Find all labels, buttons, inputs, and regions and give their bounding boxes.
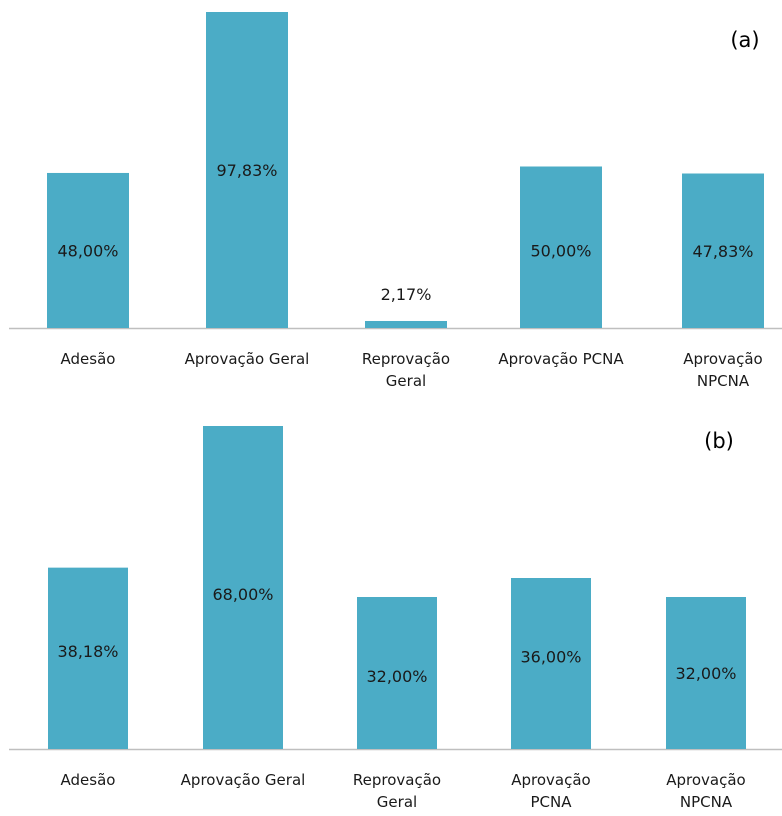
category-label-2: Aprovação Geral: [181, 771, 306, 789]
category-label-2: Aprovação Geral: [185, 350, 310, 368]
value-label-1: 38,18%: [57, 642, 118, 661]
bar-1: [47, 172, 129, 328]
bar-2: [203, 426, 283, 749]
panel-label-a: (a): [730, 28, 759, 52]
bar-3: [357, 597, 437, 749]
bar-4: [520, 166, 602, 328]
category-label-4: Aprovação PCNA: [511, 771, 590, 811]
value-label-4: 50,00%: [530, 241, 591, 260]
chart-panel-b: (b) 38,18% Adesão 68,00% Aprovação Geral 32,…: [9, 426, 782, 811]
bar-1: [48, 567, 128, 749]
value-label-4: 36,00%: [520, 648, 581, 667]
bar-5: [682, 173, 764, 328]
category-label-4: Aprovação PCNA: [498, 350, 624, 368]
category-label-3: Reprovação Geral: [362, 350, 450, 390]
bar-4: [511, 578, 591, 749]
panel-label-b: (b): [704, 429, 734, 453]
bar-3: [365, 320, 447, 328]
category-label-5: Aprovação NPCNA: [683, 350, 762, 390]
value-label-3: 2,17%: [381, 285, 432, 304]
value-label-2: 68,00%: [212, 585, 273, 604]
value-label-5: 32,00%: [675, 664, 736, 683]
chart-panel-a: (a) 48,00% Adesão 97,83% Aprovação Geral 2,1…: [9, 12, 782, 390]
category-label-3: Reprovação Geral: [353, 771, 441, 811]
category-label-1: Adesão: [61, 771, 116, 789]
value-label-1: 48,00%: [57, 241, 118, 260]
category-label-5: Aprovação NPCNA: [666, 771, 745, 811]
value-label-3: 32,00%: [366, 667, 427, 686]
bar-2: [206, 12, 288, 328]
value-label-2: 97,83%: [216, 161, 277, 180]
value-label-5: 47,83%: [692, 242, 753, 261]
bar-5: [666, 597, 746, 749]
category-label-1: Adesão: [61, 350, 116, 368]
